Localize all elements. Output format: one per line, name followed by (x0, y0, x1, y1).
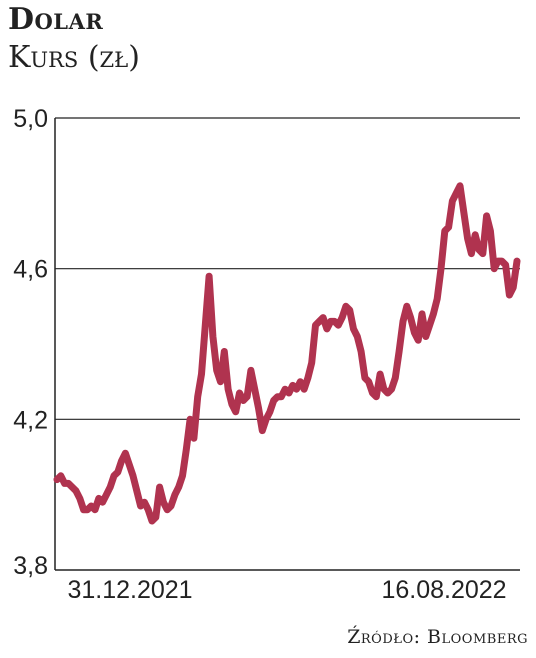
x-tick-label: 31.12.2021 (67, 576, 192, 604)
y-tick-labels: 5,0 4,6 4,2 3,8 (13, 105, 48, 580)
y-tick-label: 3,8 (13, 552, 48, 580)
x-tick-label: 16.08.2022 (381, 576, 506, 604)
gridlines (55, 117, 520, 420)
axes (54, 118, 520, 571)
chart-subtitle: Kurs (zł) (8, 40, 140, 75)
chart-title: Dolar (8, 2, 104, 37)
series-line (53, 182, 521, 525)
y-tick-label: 5,0 (13, 105, 48, 133)
y-tick-label: 4,6 (13, 256, 48, 284)
source-note: Źródło: Bloomberg (347, 626, 528, 648)
x-tick-labels: 31.12.2021 16.08.2022 (67, 576, 506, 604)
y-tick-label: 4,2 (13, 406, 48, 434)
series-group (53, 182, 521, 525)
